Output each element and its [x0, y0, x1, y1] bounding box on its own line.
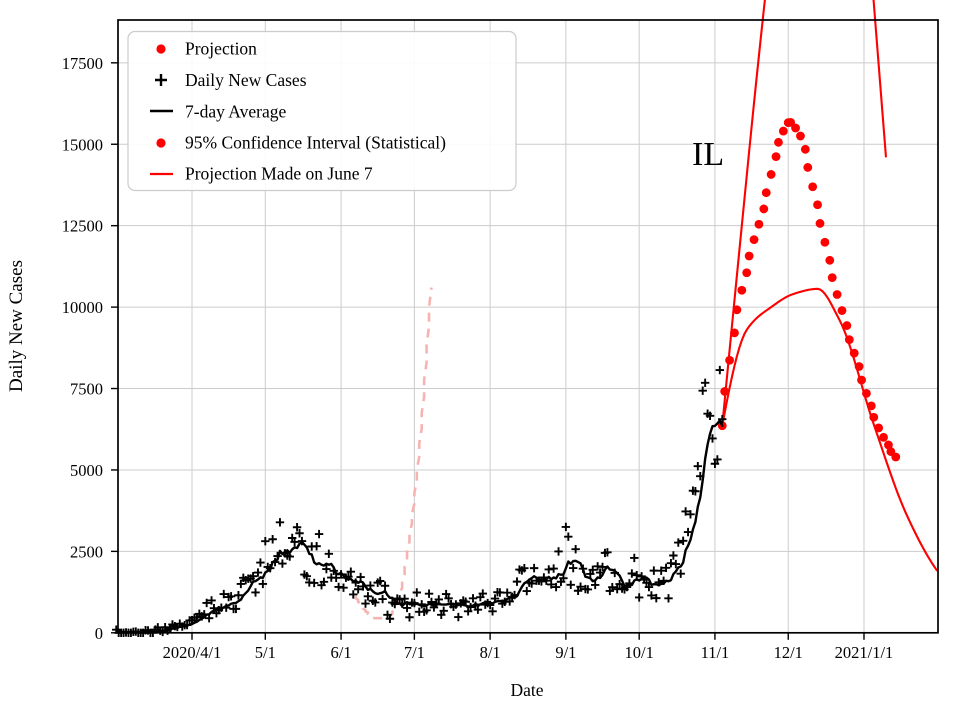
svg-text:7-day Average: 7-day Average	[185, 102, 286, 122]
svg-text:8/1: 8/1	[480, 643, 501, 662]
svg-text:10/1: 10/1	[625, 643, 654, 662]
svg-text:Daily New Cases: Daily New Cases	[185, 70, 307, 90]
svg-text:95% Confidence Interval (Stati: 95% Confidence Interval (Statistical)	[185, 133, 446, 153]
svg-text:15000: 15000	[62, 135, 103, 154]
svg-text:9/1: 9/1	[555, 643, 576, 662]
svg-text:Projection: Projection	[185, 39, 257, 59]
svg-text:Date: Date	[510, 680, 543, 700]
svg-text:IL: IL	[692, 136, 724, 173]
svg-text:0: 0	[95, 624, 103, 643]
svg-text:11/1: 11/1	[701, 643, 730, 662]
svg-text:Daily New Cases: Daily New Cases	[6, 260, 27, 392]
svg-text:10000: 10000	[62, 298, 103, 317]
svg-text:17500: 17500	[62, 54, 103, 73]
svg-text:2020/4/1: 2020/4/1	[163, 643, 222, 662]
svg-text:12/1: 12/1	[774, 643, 803, 662]
svg-text:7/1: 7/1	[404, 643, 425, 662]
svg-text:5/1: 5/1	[255, 643, 276, 662]
svg-text:2021/1/1: 2021/1/1	[835, 643, 894, 662]
svg-text:2500: 2500	[70, 542, 103, 561]
svg-text:7500: 7500	[70, 380, 103, 399]
svg-text:6/1: 6/1	[331, 643, 352, 662]
svg-text:Projection Made on June 7: Projection Made on June 7	[185, 164, 373, 184]
svg-text:12500: 12500	[62, 217, 103, 236]
svg-text:5000: 5000	[70, 461, 103, 480]
